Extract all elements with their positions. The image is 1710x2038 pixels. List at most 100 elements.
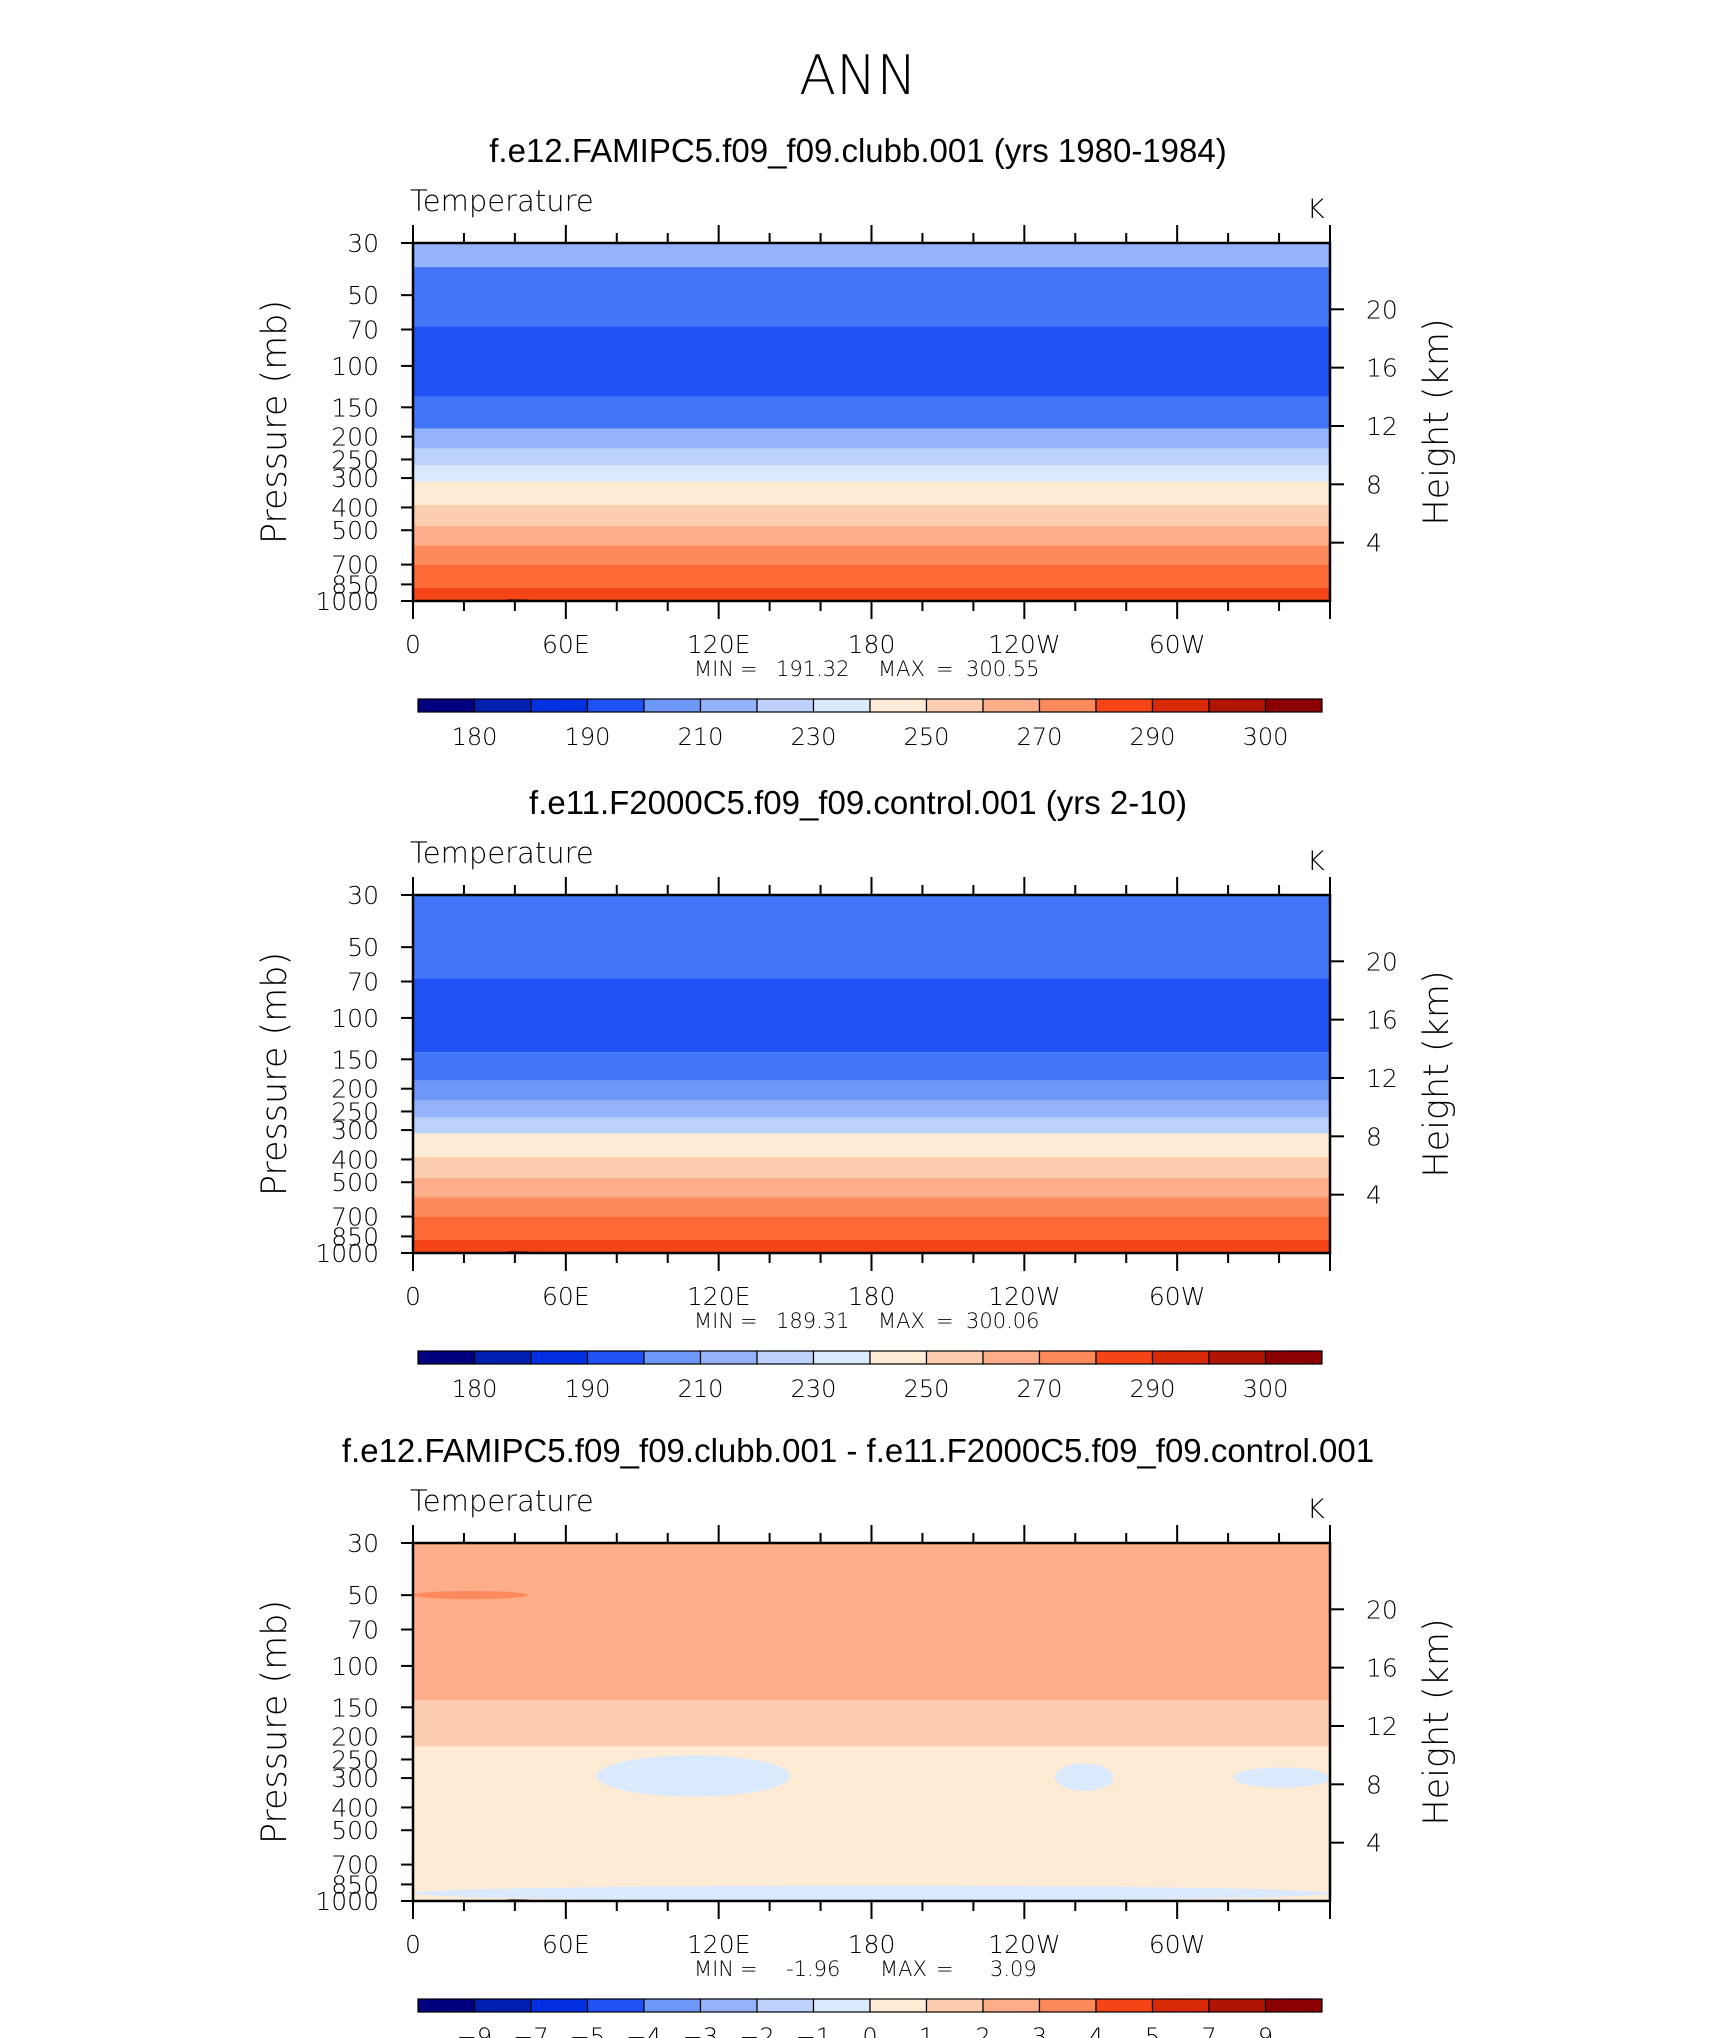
colorbar: −9 −7 −5 −4 −3 −2 −1 0 1 2 3 4 5 7 9 [417, 1998, 1323, 2038]
x-tick-label: 60E [542, 1930, 590, 1959]
y2-tick-label: 12 [1366, 412, 1398, 441]
anomaly-patch [413, 1590, 528, 1600]
colorbar-box [699, 1998, 758, 2013]
colorbar-label: 250 [904, 1375, 950, 1403]
colorbar-label: 250 [904, 723, 950, 751]
colorbar: 180 190 210 230 250 270 290 300 [417, 1350, 1323, 1403]
colorbar-label: −7 [513, 2023, 548, 2038]
x-tick-label: 120W [988, 1930, 1060, 1959]
contour-band [413, 564, 1330, 588]
contour-band [413, 1543, 1330, 1701]
min-label: MIN [694, 1957, 734, 1981]
colorbar-box [530, 1350, 589, 1365]
x-tick-label: 0 [405, 1282, 421, 1311]
min-eq: = [740, 1309, 758, 1333]
y-tick-label: 50 [347, 1581, 379, 1610]
y-tick-label: 100 [331, 352, 379, 381]
y-tick-label: 300 [331, 1116, 379, 1145]
colorbar-box [1151, 1998, 1210, 2013]
y2-axis-label: Height (km) [1417, 1618, 1457, 1825]
colorbar-box [1208, 1998, 1267, 2013]
y-tick-label: 500 [331, 1168, 379, 1197]
contour-band [413, 504, 1330, 527]
y2-tick-label: 20 [1366, 1595, 1398, 1624]
y2-tick-label: 12 [1366, 1064, 1398, 1093]
y2-tick-label: 20 [1366, 295, 1398, 324]
colorbar-label: 230 [791, 723, 837, 751]
colorbar-box [699, 1350, 758, 1365]
y-tick-label: 250 [331, 1745, 379, 1774]
colorbar-label: 190 [565, 1375, 611, 1403]
colorbar-box [1095, 1350, 1154, 1365]
colorbar-box [643, 1998, 702, 2013]
y-tick-label: 70 [347, 316, 379, 345]
y-tick-label: 70 [347, 968, 379, 997]
y-tick-label: 700 [331, 1851, 379, 1880]
y-tick-label: 200 [331, 1723, 379, 1752]
y-tick-label: 70 [347, 1616, 379, 1645]
x-tick-label: 0 [405, 630, 421, 659]
contour-band [413, 1197, 1330, 1217]
colorbar-box [1264, 1998, 1323, 2013]
colorbar-box [869, 1350, 928, 1365]
colorbar-box [1038, 1350, 1097, 1365]
colorbar-label: 9 [1258, 2023, 1273, 2038]
y-tick-label: 500 [331, 516, 379, 545]
anomaly-patch [596, 1755, 790, 1797]
y2-tick-label: 16 [1366, 354, 1398, 383]
y-tick-label: 700 [331, 1203, 379, 1232]
x-tick-label: 120W [988, 630, 1060, 659]
contour-band [413, 895, 1330, 979]
x-tick-label: 60E [542, 1282, 590, 1311]
y-tick-label: 150 [331, 1045, 379, 1074]
y-tick-label: 30 [347, 881, 379, 910]
variable-label: Temperature [410, 1484, 594, 1518]
contour-band [413, 396, 1330, 429]
y2-tick-label: 4 [1366, 1829, 1382, 1858]
y2-tick-label: 16 [1366, 1654, 1398, 1683]
variable-label: Temperature [410, 184, 594, 218]
colorbar-box [1264, 698, 1323, 713]
colorbar-label: 300 [1243, 723, 1289, 751]
colorbar-label: 0 [862, 2023, 877, 2038]
y-axis-label: Pressure (mb) [255, 952, 295, 1196]
y-tick-label: 50 [347, 281, 379, 310]
y-tick-label: 200 [331, 423, 379, 452]
colorbar-box [586, 698, 645, 713]
colorbar-box [473, 1350, 532, 1365]
contour-band [413, 326, 1330, 397]
contour-band [413, 1133, 1330, 1157]
colorbar-box [1208, 1350, 1267, 1365]
colorbar-label: −1 [796, 2023, 831, 2038]
contour-band [413, 978, 1330, 1053]
anomaly-patch [413, 1885, 1330, 1901]
x-tick-label: 60E [542, 630, 590, 659]
colorbar-label: −5 [570, 2023, 605, 2038]
colorbar-label: 5 [1145, 2023, 1160, 2038]
x-tick-label: 180 [848, 630, 896, 659]
y-tick-label: 30 [347, 1529, 379, 1558]
y2-tick-label: 4 [1366, 1181, 1382, 1210]
colorbar-box [982, 698, 1041, 713]
units-label: K [1307, 194, 1325, 225]
y-tick-label: 150 [331, 393, 379, 422]
y2-tick-label: 12 [1366, 1712, 1398, 1741]
contour-band [413, 267, 1330, 327]
colorbar-box [812, 698, 871, 713]
colorbar-box [756, 698, 815, 713]
colorbar-box [1095, 1998, 1154, 2013]
colorbar-box [982, 1350, 1041, 1365]
contour-band [413, 1178, 1330, 1198]
y-tick-label: 1000 [315, 587, 379, 616]
colorbar-label: 300 [1243, 1375, 1289, 1403]
colorbar-box [643, 698, 702, 713]
units-label: K [1307, 1494, 1325, 1525]
contour-band [413, 545, 1330, 565]
contour-band [413, 1052, 1330, 1081]
colorbar-label: 180 [452, 723, 498, 751]
y-tick-label: 850 [331, 570, 379, 599]
colorbar-label: 190 [565, 723, 611, 751]
colorbar-label: 2 [975, 2023, 990, 2038]
